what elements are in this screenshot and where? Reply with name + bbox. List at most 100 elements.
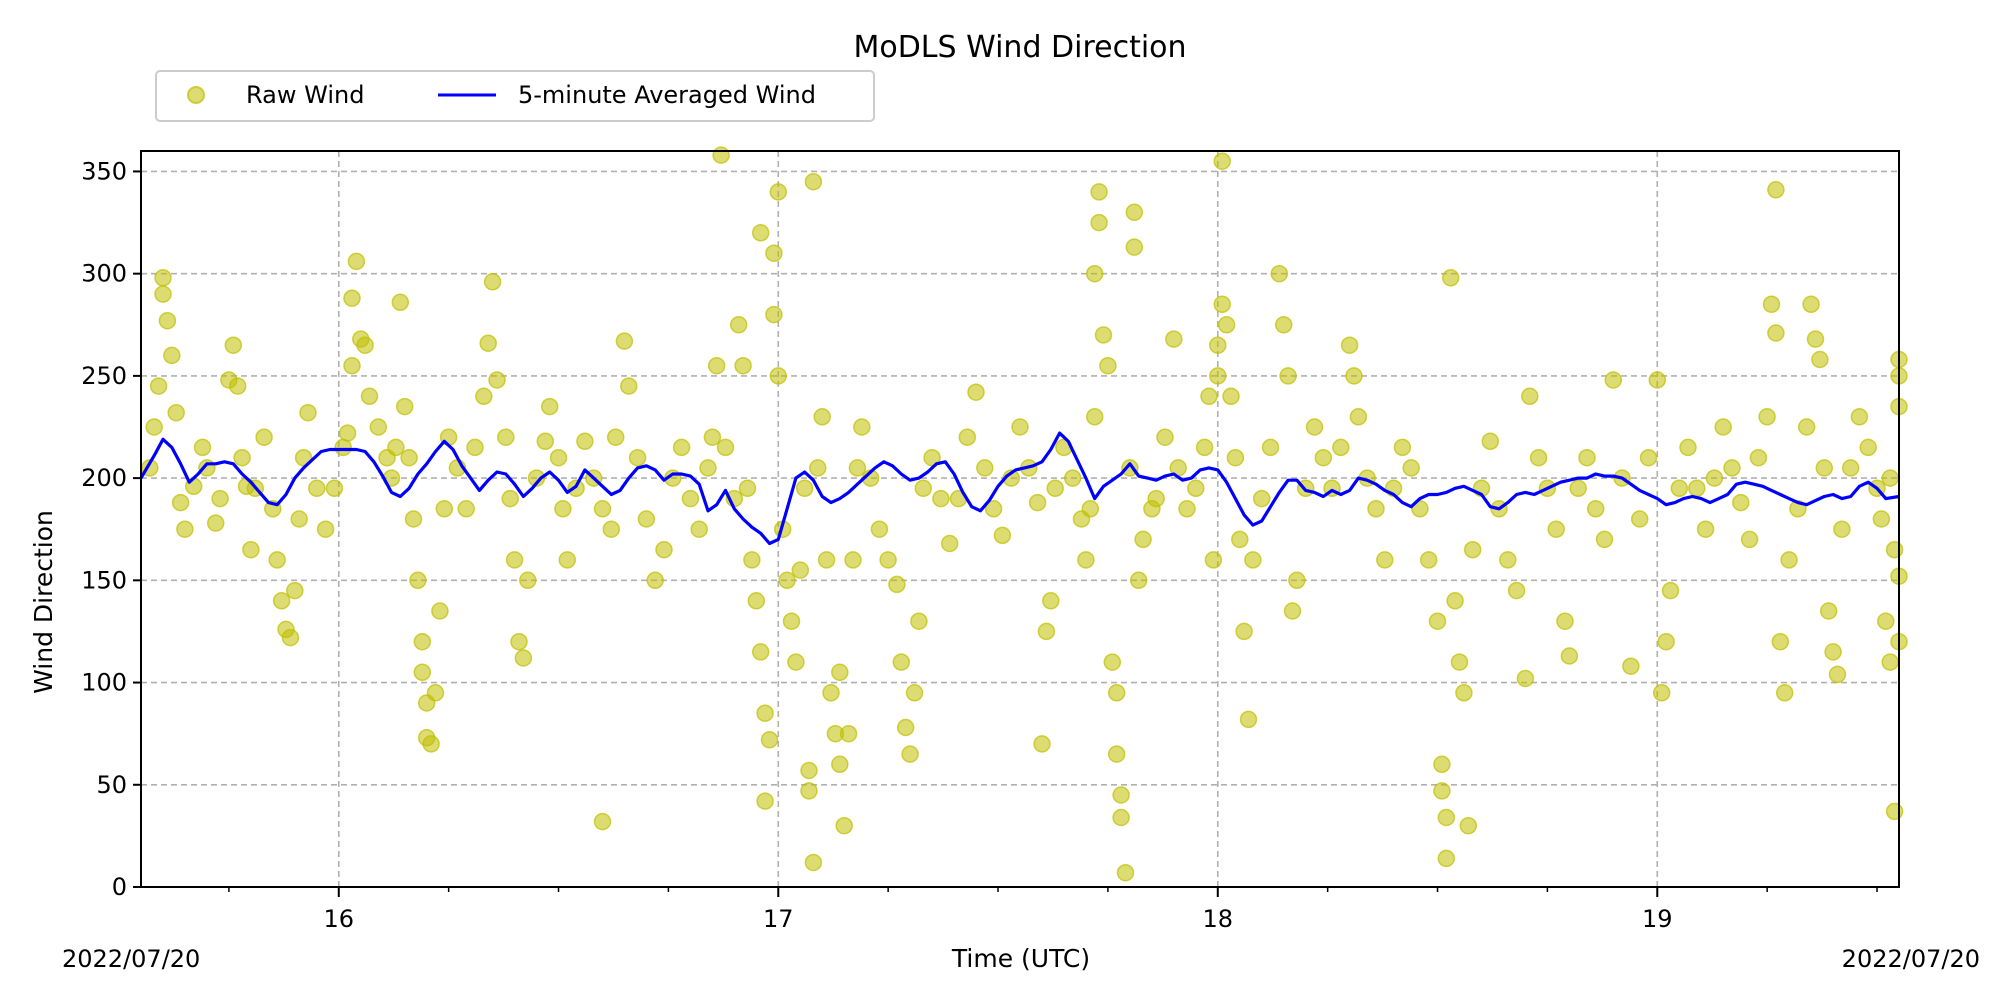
- raw-wind-point: [338, 424, 357, 442]
- raw-wind-point: [475, 387, 493, 406]
- raw-wind-point: [1670, 479, 1689, 498]
- legend-box: [155, 70, 875, 122]
- raw-wind-point: [1762, 295, 1781, 314]
- raw-wind-point: [896, 718, 915, 737]
- raw-wind-point: [395, 397, 414, 416]
- raw-wind-point: [527, 469, 546, 487]
- raw-wind-point: [413, 663, 432, 682]
- raw-wind-point: [1094, 326, 1113, 344]
- raw-wind-point: [804, 172, 823, 191]
- raw-wind-point: [422, 735, 440, 753]
- raw-wind-point: [1134, 530, 1152, 549]
- raw-wind-point: [756, 704, 774, 722]
- raw-wind-point: [1112, 786, 1130, 804]
- raw-wind-point: [1767, 324, 1785, 342]
- raw-wind-point: [1819, 602, 1838, 620]
- raw-wind-point: [299, 403, 317, 422]
- raw-wind-point: [1521, 387, 1539, 406]
- raw-wind-point: [1099, 356, 1117, 375]
- raw-wind-point: [1217, 316, 1236, 334]
- raw-wind-point: [1450, 653, 1469, 671]
- raw-wind-point: [672, 438, 691, 457]
- raw-wind-point: [910, 612, 928, 630]
- legend-raw-wind-marker: [187, 86, 205, 104]
- raw-wind-point: [1340, 336, 1359, 354]
- raw-wind-point: [466, 438, 484, 457]
- raw-wind-point: [1652, 684, 1671, 702]
- raw-wind-point: [1688, 479, 1706, 498]
- raw-wind-point: [1042, 592, 1060, 610]
- raw-wind-point: [1103, 653, 1122, 671]
- raw-wind-point: [1459, 816, 1478, 835]
- raw-wind-point: [813, 408, 831, 426]
- raw-wind-point: [932, 489, 950, 508]
- date-start-label: 2022/07/20: [62, 945, 200, 973]
- raw-wind-point: [905, 684, 924, 702]
- raw-wind-point: [734, 356, 752, 375]
- raw-wind-point: [290, 510, 308, 528]
- raw-wind-point: [1200, 387, 1218, 406]
- raw-wind-point: [800, 782, 818, 800]
- raw-wind-point: [1569, 479, 1587, 498]
- y-tick-label: 200: [81, 464, 127, 492]
- raw-wind-point: [888, 575, 906, 594]
- raw-wind-point: [1815, 459, 1834, 477]
- raw-wind-point: [576, 432, 594, 451]
- plot-frame: [140, 150, 1900, 888]
- raw-wind-point: [1595, 530, 1614, 549]
- raw-wind-point: [809, 459, 827, 477]
- raw-wind-point: [483, 273, 502, 291]
- raw-wind-point: [1881, 469, 1899, 487]
- raw-wind-point: [703, 428, 722, 446]
- raw-wind-point: [1767, 181, 1785, 199]
- raw-wind-point: [334, 438, 352, 457]
- raw-wind-point: [1723, 459, 1741, 477]
- raw-wind-point: [747, 592, 766, 610]
- raw-wind-point: [1081, 500, 1100, 518]
- raw-wind-point: [479, 334, 497, 352]
- raw-wind-point: [1367, 500, 1385, 518]
- raw-wind-point: [1437, 849, 1456, 868]
- raw-wind-point: [984, 500, 1003, 518]
- raw-wind-point: [1661, 581, 1680, 600]
- raw-wind-point: [1802, 295, 1820, 314]
- raw-wind-point: [1433, 782, 1451, 800]
- chart-title: MoDLS Wind Direction: [853, 30, 1186, 65]
- raw-wind-point: [1314, 448, 1333, 467]
- raw-wind-point: [1507, 581, 1526, 600]
- raw-wind-point: [1428, 612, 1447, 630]
- raw-wind-point: [870, 520, 889, 538]
- x-axis-label: Time (UTC): [951, 944, 1090, 973]
- raw-wind-point: [1116, 863, 1135, 882]
- y-tick-label: 350: [81, 157, 127, 185]
- raw-wind-point: [756, 792, 774, 810]
- y-tick-label: 50: [96, 771, 127, 799]
- raw-wind-point: [751, 224, 770, 242]
- raw-wind-point: [167, 403, 185, 422]
- raw-wind-point: [848, 459, 867, 477]
- raw-wind-point: [1283, 602, 1302, 620]
- raw-wind-point: [1705, 469, 1724, 487]
- raw-wind-point: [707, 356, 726, 375]
- raw-wind-point: [1274, 316, 1293, 334]
- raw-wind-point: [1775, 684, 1794, 702]
- y-tick-label: 250: [81, 362, 127, 390]
- raw-wind-point: [1529, 448, 1548, 467]
- raw-wind-point: [347, 252, 366, 271]
- raw-wind-point: [294, 448, 313, 467]
- raw-wind-point: [655, 540, 673, 559]
- raw-wind-point: [1547, 520, 1565, 538]
- raw-wind-point: [1376, 551, 1394, 569]
- raw-wind-point: [716, 438, 735, 457]
- raw-wind-point: [1195, 438, 1214, 457]
- raw-wind-point: [1516, 669, 1535, 688]
- raw-wind-point: [1213, 152, 1231, 170]
- raw-wind-point: [1419, 551, 1438, 569]
- raw-wind-point: [1085, 264, 1104, 283]
- legend: Raw Wind 5-minute Averaged Wind: [155, 70, 875, 122]
- raw-wind-point: [1657, 632, 1675, 651]
- raw-wind-point: [1239, 710, 1258, 729]
- raw-wind-point: [163, 346, 181, 365]
- raw-wind-point: [791, 561, 810, 579]
